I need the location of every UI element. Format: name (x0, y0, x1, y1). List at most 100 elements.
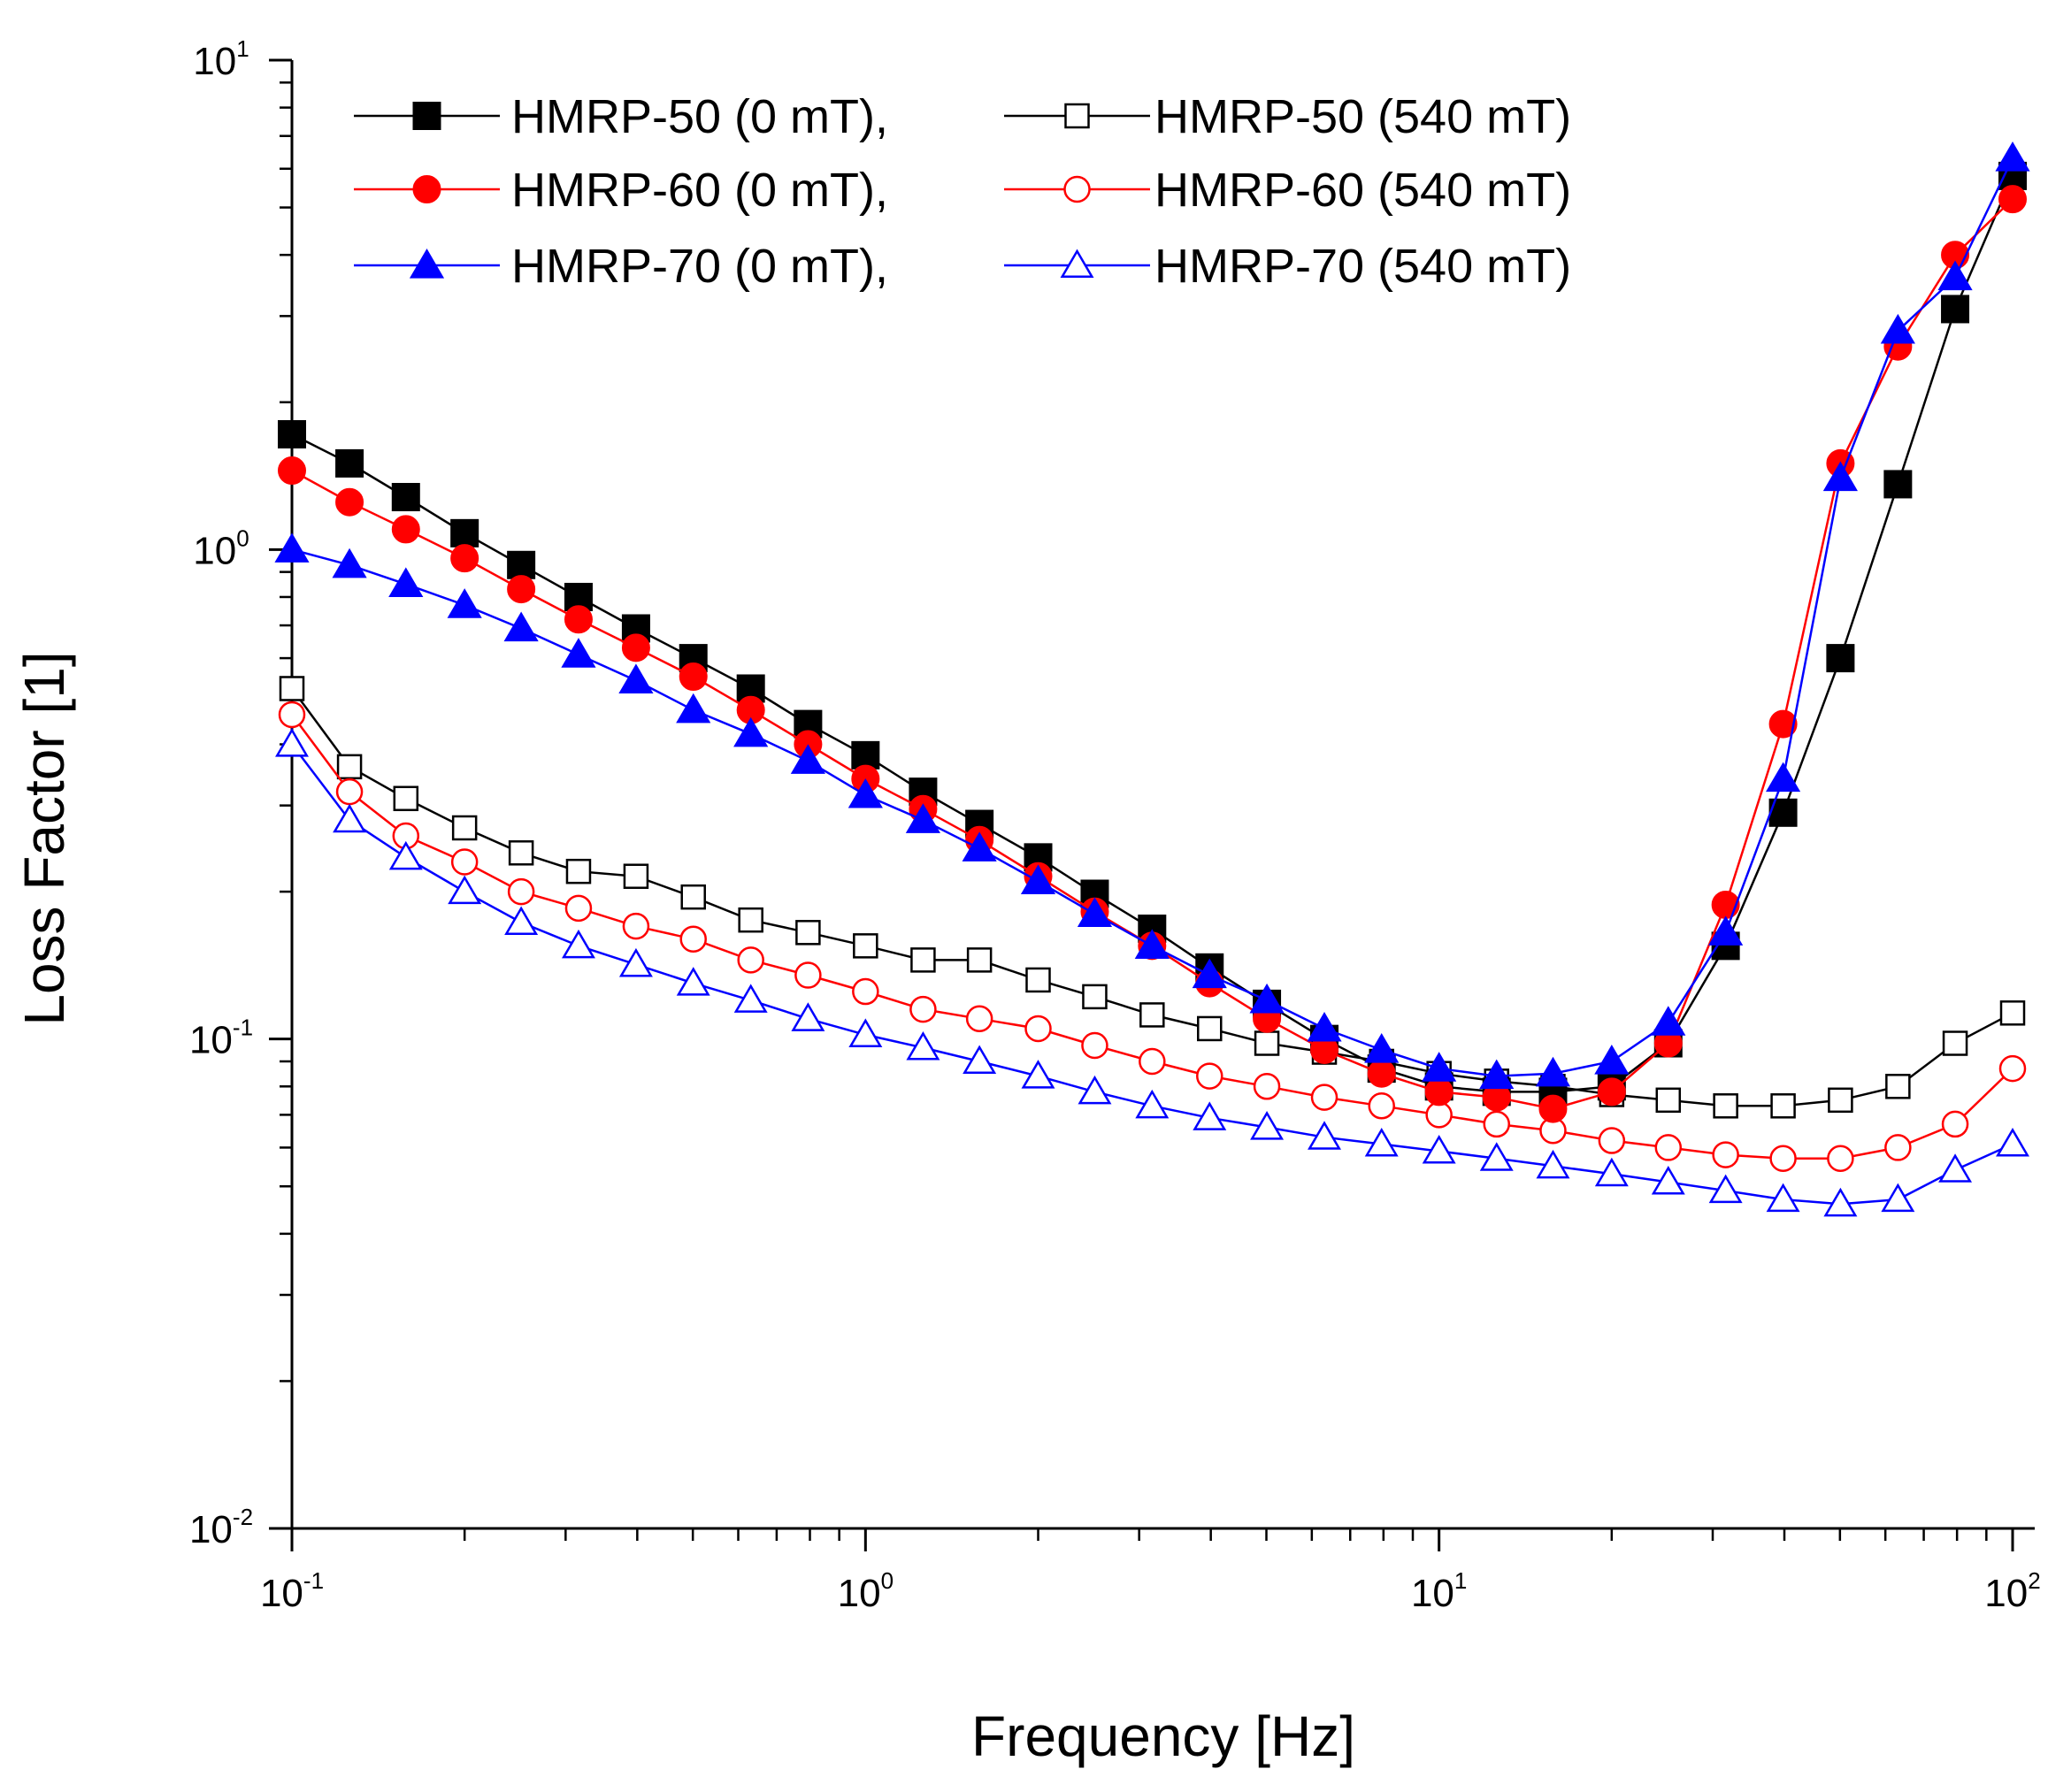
plot-frame (290, 60, 2035, 1530)
x-tick-label: 10-1 (260, 1567, 324, 1615)
data-point (963, 1045, 997, 1075)
y-tick-label: 10-2 (189, 1504, 253, 1551)
data-point (278, 420, 306, 449)
series-4 (278, 701, 2027, 1172)
data-point (795, 920, 821, 946)
data-point (676, 967, 710, 996)
legend-marker (1063, 175, 1091, 203)
data-point (1998, 185, 2027, 214)
data-point (1077, 897, 1113, 928)
data-point (851, 740, 880, 770)
x-tick-label: 100 (838, 1567, 894, 1615)
data-point (274, 532, 310, 563)
legend-entry: HMRP-60 (540 mT) (1004, 164, 1571, 217)
data-point (335, 448, 364, 478)
data-point (1999, 1000, 2026, 1026)
data-point (622, 912, 650, 940)
data-point (1598, 1127, 1626, 1154)
data-point (1651, 1006, 1686, 1036)
data-point (450, 848, 479, 876)
data-point (909, 995, 937, 1023)
data-point (1082, 984, 1108, 1010)
data-point (1713, 1093, 1738, 1119)
data-point (1654, 1134, 1683, 1161)
data-point (1651, 1165, 1685, 1195)
data-point (1483, 1110, 1510, 1138)
data-point (1254, 1030, 1280, 1056)
data-point (1307, 1011, 1342, 1042)
data-point (447, 588, 482, 618)
y-tick-label: 100 (193, 525, 249, 572)
data-point (1708, 1174, 1743, 1204)
legend-label: HMRP-50 (540 mT) (1154, 90, 1571, 143)
data-point (962, 831, 997, 862)
data-point (1308, 1121, 1341, 1150)
data-point (853, 933, 878, 959)
data-point (333, 803, 367, 833)
series-6 (275, 728, 2029, 1217)
data-point (1998, 1054, 2027, 1083)
data-point (278, 701, 306, 729)
data-point (1422, 1134, 1456, 1164)
series-3 (278, 185, 2027, 1123)
data-point (1025, 967, 1051, 993)
data-point (1995, 142, 2030, 172)
y-tick-label: 101 (193, 35, 249, 83)
data-point (621, 633, 650, 662)
data-point (1425, 1101, 1453, 1129)
data-point (561, 638, 596, 668)
data-point (335, 777, 364, 806)
data-point (388, 567, 424, 597)
series-layer (274, 142, 2030, 1217)
series-1 (278, 161, 2027, 1107)
data-point (1822, 461, 1858, 492)
x-axis-ticks: 10-1 100 101 102 (260, 1528, 2041, 1615)
data-point (737, 946, 764, 974)
data-point (1368, 1092, 1395, 1120)
data-point (1655, 1087, 1682, 1114)
legend-entry: HMRP-70 (540 mT) (1004, 240, 1571, 293)
data-point (1712, 1141, 1739, 1168)
data-point (1770, 1093, 1796, 1119)
data-point (1479, 1142, 1514, 1171)
legend-label: HMRP-70 (0 mT), (511, 240, 888, 293)
data-point (391, 515, 420, 544)
data-point (1197, 1015, 1223, 1042)
data-point (1135, 1089, 1170, 1119)
data-point (564, 605, 593, 634)
data-point (1594, 1045, 1630, 1075)
data-point (1024, 1015, 1052, 1043)
data-point (1826, 644, 1855, 673)
data-point (852, 977, 879, 1006)
data-point (1196, 1062, 1223, 1090)
data-point (905, 803, 940, 833)
data-point (848, 1018, 883, 1047)
data-point (1192, 958, 1227, 989)
series-line (290, 687, 2013, 1107)
data-point (1941, 295, 1970, 324)
data-point (1769, 1145, 1797, 1172)
x-tick-label: 101 (1411, 1567, 1467, 1615)
data-point (848, 777, 883, 808)
data-point (1938, 1153, 1973, 1183)
legend-marker (1064, 103, 1090, 129)
legend-label: HMRP-70 (540 mT) (1154, 240, 1571, 293)
data-point (1134, 929, 1170, 959)
data-point (738, 907, 763, 933)
legend-label: HMRP-60 (540 mT) (1154, 164, 1571, 217)
data-point (275, 728, 309, 757)
series-line (291, 198, 2013, 1110)
legend-marker (409, 249, 445, 279)
data-point (335, 487, 364, 517)
data-point (1881, 1183, 1915, 1213)
data-point (507, 877, 535, 906)
data-point (733, 716, 769, 747)
legend-marker (1060, 249, 1094, 279)
data-point (1538, 1094, 1568, 1123)
data-point (791, 1002, 825, 1031)
data-point (1479, 1059, 1515, 1090)
data-point (561, 929, 595, 959)
data-point (1941, 1110, 1969, 1138)
data-point (1536, 1149, 1570, 1179)
x-tick-label: 102 (1984, 1567, 2040, 1615)
